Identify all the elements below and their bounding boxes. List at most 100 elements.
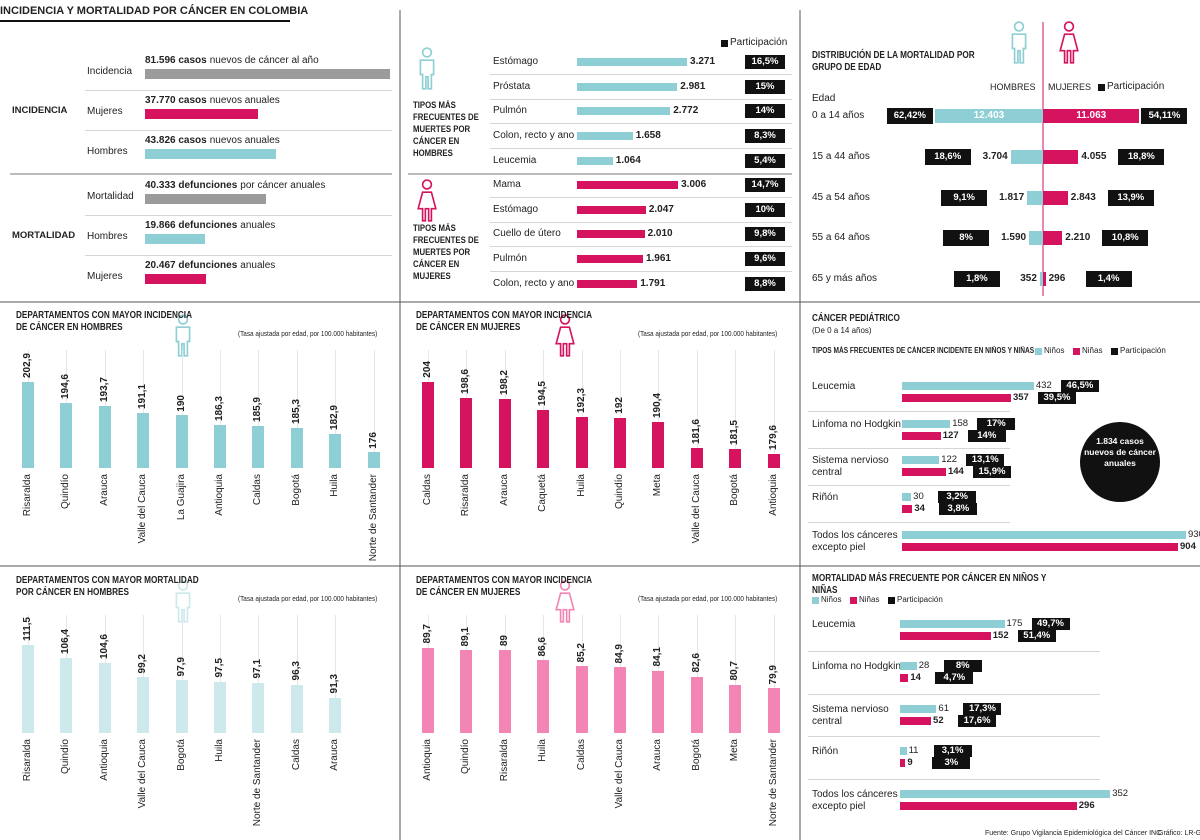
category-label: Estómago: [493, 56, 539, 67]
bar: [900, 802, 1077, 810]
guide-line: [258, 350, 260, 468]
guide-line: [143, 615, 145, 733]
category-label: Valle del Cauca: [137, 739, 149, 809]
value-label: 179,6: [767, 425, 779, 451]
category-label: Norte de Santander: [367, 474, 379, 562]
category-label: 65 y más años: [812, 273, 878, 285]
column: [214, 681, 226, 733]
bar: [900, 674, 909, 682]
category-label: Próstata: [493, 80, 531, 92]
category-label: Quindío: [460, 739, 472, 775]
value-label: 34: [914, 503, 925, 514]
category-label: La Guajira: [175, 474, 187, 521]
chart-title: DEPARTAMENTOS CON MAYOR INCIDENCIA DE CÁ…: [16, 310, 192, 333]
chart-subtitle: (Tasa ajustada por edad, por 100.000 hab…: [238, 329, 378, 338]
value-label: 91,3: [329, 674, 341, 694]
value-label: 158: [952, 418, 969, 429]
category-label: Huila: [214, 739, 225, 762]
bar: [145, 234, 205, 244]
value-label: 97,1: [252, 659, 264, 679]
category-label: Caquetá: [537, 474, 549, 512]
legend-label: Niñas: [1082, 346, 1103, 355]
column: [652, 422, 665, 468]
column: [137, 677, 150, 733]
legend-swatch: [1035, 348, 1042, 355]
value-text: 40.333 defunciones por cáncer anuales: [145, 180, 325, 192]
category-label: Caldas: [422, 474, 433, 506]
share-label: 16,5%: [745, 55, 785, 69]
bar: [577, 230, 645, 239]
separator: [490, 197, 792, 198]
man-icon: [1011, 21, 1027, 64]
guide-line: [773, 350, 775, 468]
value-label: 190,4: [652, 393, 664, 419]
guide-line: [735, 350, 737, 468]
legend-swatch: [1073, 348, 1080, 355]
credit: Gráfico: LR-GR: [1158, 830, 1200, 837]
column: [498, 650, 511, 733]
category-label: Incidencia: [87, 66, 133, 77]
separator: [490, 148, 792, 150]
column: [460, 649, 473, 733]
column: [175, 680, 188, 733]
bar: [902, 493, 912, 501]
value-label: 85,2: [575, 642, 587, 663]
category-label: Todos los cánceres excepto piel: [812, 789, 898, 812]
bar: [145, 149, 277, 159]
category-label: Antioquia: [767, 474, 779, 516]
category-label: Pulmón: [493, 105, 527, 117]
value-label: 2.210: [1065, 232, 1091, 244]
column: [767, 687, 780, 733]
bar: [900, 705, 937, 713]
chart-subtitle: (Tasa ajustada por edad, por 100.000 hab…: [638, 594, 778, 603]
category-label: Bogotá: [290, 474, 302, 506]
category-label: Mortalidad: [87, 191, 134, 202]
share-label: 3,1%: [933, 745, 972, 757]
guide-line: [773, 615, 775, 733]
guide-line: [696, 350, 698, 468]
value-label: 89: [498, 635, 510, 647]
separator: [808, 411, 1010, 412]
woman-icon: [1059, 21, 1079, 64]
value-label: 176: [367, 431, 379, 449]
share-label: 1,8%: [953, 271, 1000, 288]
value-label: 1.658: [635, 130, 661, 142]
value-label: 186,3: [214, 396, 225, 422]
value-label: 97,9: [175, 657, 187, 677]
column: [537, 410, 550, 468]
value-text: 19.866 defunciones anuales: [145, 220, 275, 232]
panel-label: TIPOS MÁS FRECUENTES DE MUERTES POR CÁNC…: [413, 100, 479, 159]
value-text: 81.596 casos nuevos de cáncer al año: [145, 55, 319, 67]
value-label: 40.333 defunciones: [145, 180, 238, 191]
category-label: 45 a 54 años: [812, 191, 870, 203]
category-label: Norte de Santander: [767, 739, 779, 827]
category-label: Hombres: [87, 146, 128, 157]
value-label: 296: [1048, 273, 1066, 285]
share-label: 13,9%: [1107, 189, 1154, 206]
group-label: INCIDENCIA: [12, 105, 68, 116]
bar: [900, 790, 1111, 798]
share-label: 3,8%: [939, 503, 978, 515]
bar: [577, 156, 613, 165]
value-label: 4.055: [1081, 150, 1107, 162]
category-label: Bogotá: [729, 474, 741, 506]
legend-swatch: [1111, 348, 1118, 355]
bar: [902, 543, 1178, 551]
separator: [808, 522, 1010, 523]
bar: [900, 759, 906, 767]
guide-line: [296, 615, 298, 733]
value-note: por cáncer anuales: [240, 180, 326, 191]
legend-swatch: [1098, 84, 1105, 91]
category-label: Sistema nervioso central: [812, 704, 889, 727]
column: [137, 412, 150, 468]
value-label: 190: [175, 394, 187, 412]
legend-label: Niños: [1044, 346, 1065, 355]
separator: [808, 736, 1100, 737]
share-label: 9,1%: [941, 189, 988, 206]
value-text: 43.826 casos nuevos anuales: [145, 135, 280, 147]
category-label: Mama: [493, 179, 521, 190]
bar: [577, 205, 646, 214]
category-label: Todos los cánceres excepto piel: [812, 530, 898, 553]
category-label: Riñón: [812, 492, 839, 503]
value-label: 357: [1012, 392, 1029, 403]
